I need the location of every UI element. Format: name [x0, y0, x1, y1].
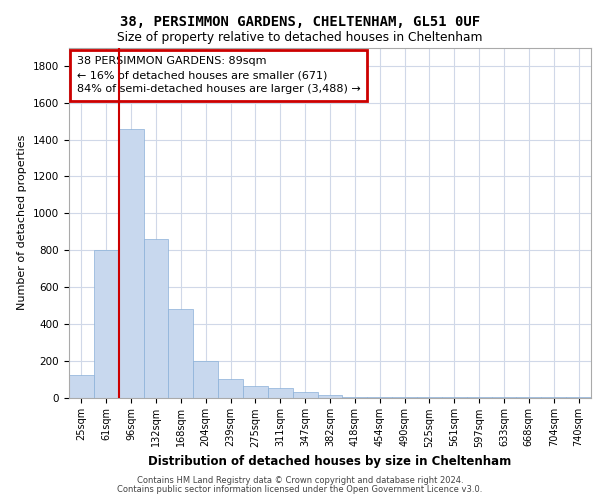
Bar: [218, 379, 243, 398]
Bar: [293, 392, 317, 398]
Y-axis label: Number of detached properties: Number of detached properties: [17, 135, 28, 310]
Bar: [343, 396, 367, 398]
Bar: [268, 388, 293, 398]
Bar: [193, 360, 218, 398]
Bar: [367, 396, 392, 398]
Text: Size of property relative to detached houses in Cheltenham: Size of property relative to detached ho…: [117, 31, 483, 44]
Text: Contains public sector information licensed under the Open Government Licence v3: Contains public sector information licen…: [118, 484, 482, 494]
Bar: [119, 128, 143, 398]
Text: 38, PERSIMMON GARDENS, CHELTENHAM, GL51 0UF: 38, PERSIMMON GARDENS, CHELTENHAM, GL51 …: [120, 15, 480, 29]
Bar: [243, 386, 268, 398]
Bar: [169, 309, 193, 398]
Bar: [392, 397, 417, 398]
X-axis label: Distribution of detached houses by size in Cheltenham: Distribution of detached houses by size …: [148, 455, 512, 468]
Bar: [143, 239, 169, 398]
Text: Contains HM Land Registry data © Crown copyright and database right 2024.: Contains HM Land Registry data © Crown c…: [137, 476, 463, 485]
Bar: [317, 394, 343, 398]
Bar: [94, 250, 119, 398]
Bar: [69, 376, 94, 398]
Text: 38 PERSIMMON GARDENS: 89sqm
← 16% of detached houses are smaller (671)
84% of se: 38 PERSIMMON GARDENS: 89sqm ← 16% of det…: [77, 56, 361, 94]
